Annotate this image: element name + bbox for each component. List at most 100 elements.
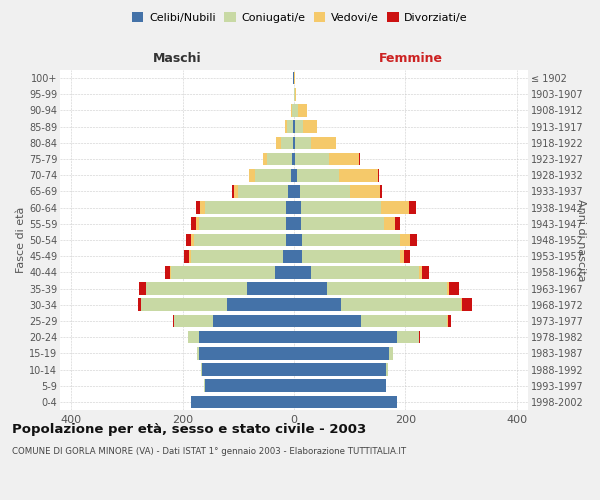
Bar bbox=[196, 218, 199, 230]
Bar bbox=[294, 380, 386, 392]
Bar bbox=[141, 298, 227, 311]
Bar bbox=[329, 152, 359, 166]
Bar bbox=[283, 250, 294, 262]
Bar bbox=[294, 363, 386, 376]
Bar bbox=[191, 250, 283, 262]
Bar bbox=[361, 314, 447, 328]
Bar bbox=[196, 202, 200, 214]
Bar bbox=[294, 136, 295, 149]
Bar bbox=[281, 136, 293, 149]
Bar bbox=[238, 185, 289, 198]
Bar bbox=[350, 185, 380, 198]
Bar bbox=[227, 298, 294, 311]
Bar bbox=[286, 202, 294, 214]
Bar bbox=[191, 234, 194, 246]
Bar bbox=[448, 314, 451, 328]
Text: Maschi: Maschi bbox=[152, 52, 202, 65]
Bar bbox=[295, 152, 329, 166]
Bar bbox=[291, 104, 292, 117]
Bar bbox=[284, 120, 287, 133]
Bar bbox=[304, 120, 317, 133]
Bar bbox=[139, 282, 146, 295]
Bar bbox=[294, 185, 299, 198]
Bar bbox=[172, 266, 275, 278]
Bar bbox=[299, 185, 350, 198]
Bar bbox=[184, 250, 189, 262]
Bar bbox=[419, 331, 421, 344]
Bar bbox=[170, 266, 172, 278]
Bar bbox=[165, 266, 170, 278]
Text: Popolazione per età, sesso e stato civile - 2003: Popolazione per età, sesso e stato civil… bbox=[12, 422, 366, 436]
Bar bbox=[292, 152, 294, 166]
Bar bbox=[276, 136, 281, 149]
Bar bbox=[287, 120, 293, 133]
Bar bbox=[297, 169, 338, 181]
Bar bbox=[294, 282, 328, 295]
Bar bbox=[328, 282, 447, 295]
Bar bbox=[289, 185, 294, 198]
Bar bbox=[386, 363, 388, 376]
Bar bbox=[194, 234, 286, 246]
Bar bbox=[291, 169, 294, 181]
Bar bbox=[461, 298, 462, 311]
Bar bbox=[400, 234, 410, 246]
Bar bbox=[294, 347, 389, 360]
Y-axis label: Anni di nascita: Anni di nascita bbox=[577, 198, 586, 281]
Bar bbox=[189, 250, 191, 262]
Bar bbox=[419, 266, 422, 278]
Bar bbox=[286, 234, 294, 246]
Bar bbox=[294, 331, 397, 344]
Bar bbox=[188, 331, 199, 344]
Bar bbox=[301, 202, 382, 214]
Bar bbox=[294, 152, 295, 166]
Bar bbox=[302, 234, 400, 246]
Bar bbox=[311, 136, 336, 149]
Bar bbox=[213, 314, 294, 328]
Bar bbox=[295, 120, 304, 133]
Bar bbox=[294, 250, 302, 262]
Bar bbox=[146, 282, 247, 295]
Bar bbox=[410, 234, 416, 246]
Bar bbox=[380, 185, 382, 198]
Bar bbox=[384, 218, 395, 230]
Text: Femmine: Femmine bbox=[379, 52, 443, 65]
Bar bbox=[234, 185, 238, 198]
Bar bbox=[205, 380, 294, 392]
Bar bbox=[294, 314, 361, 328]
Legend: Celibi/Nubili, Coniugati/e, Vedovi/e, Divorziati/e: Celibi/Nubili, Coniugati/e, Vedovi/e, Di… bbox=[128, 8, 472, 28]
Bar bbox=[295, 88, 296, 101]
Bar bbox=[311, 266, 419, 278]
Bar bbox=[205, 202, 286, 214]
Bar bbox=[199, 331, 294, 344]
Bar bbox=[187, 234, 191, 246]
Bar bbox=[275, 266, 294, 278]
Bar bbox=[404, 250, 410, 262]
Bar bbox=[255, 169, 291, 181]
Bar bbox=[449, 282, 459, 295]
Y-axis label: Fasce di età: Fasce di età bbox=[16, 207, 26, 273]
Bar bbox=[301, 218, 384, 230]
Bar bbox=[199, 347, 294, 360]
Bar bbox=[447, 282, 449, 295]
Bar bbox=[409, 202, 416, 214]
Bar bbox=[395, 218, 400, 230]
Bar bbox=[232, 185, 234, 198]
Bar bbox=[293, 136, 294, 149]
Bar bbox=[173, 314, 174, 328]
Bar bbox=[462, 298, 472, 311]
Bar bbox=[191, 218, 196, 230]
Bar bbox=[382, 202, 409, 214]
Bar bbox=[294, 120, 295, 133]
Bar bbox=[294, 218, 301, 230]
Bar bbox=[263, 152, 267, 166]
Bar bbox=[201, 363, 202, 376]
Bar bbox=[174, 314, 213, 328]
Bar bbox=[400, 250, 404, 262]
Bar bbox=[247, 282, 294, 295]
Bar bbox=[294, 169, 297, 181]
Bar bbox=[199, 218, 286, 230]
Bar bbox=[294, 298, 341, 311]
Bar bbox=[293, 120, 294, 133]
Bar bbox=[341, 298, 461, 311]
Bar bbox=[200, 202, 205, 214]
